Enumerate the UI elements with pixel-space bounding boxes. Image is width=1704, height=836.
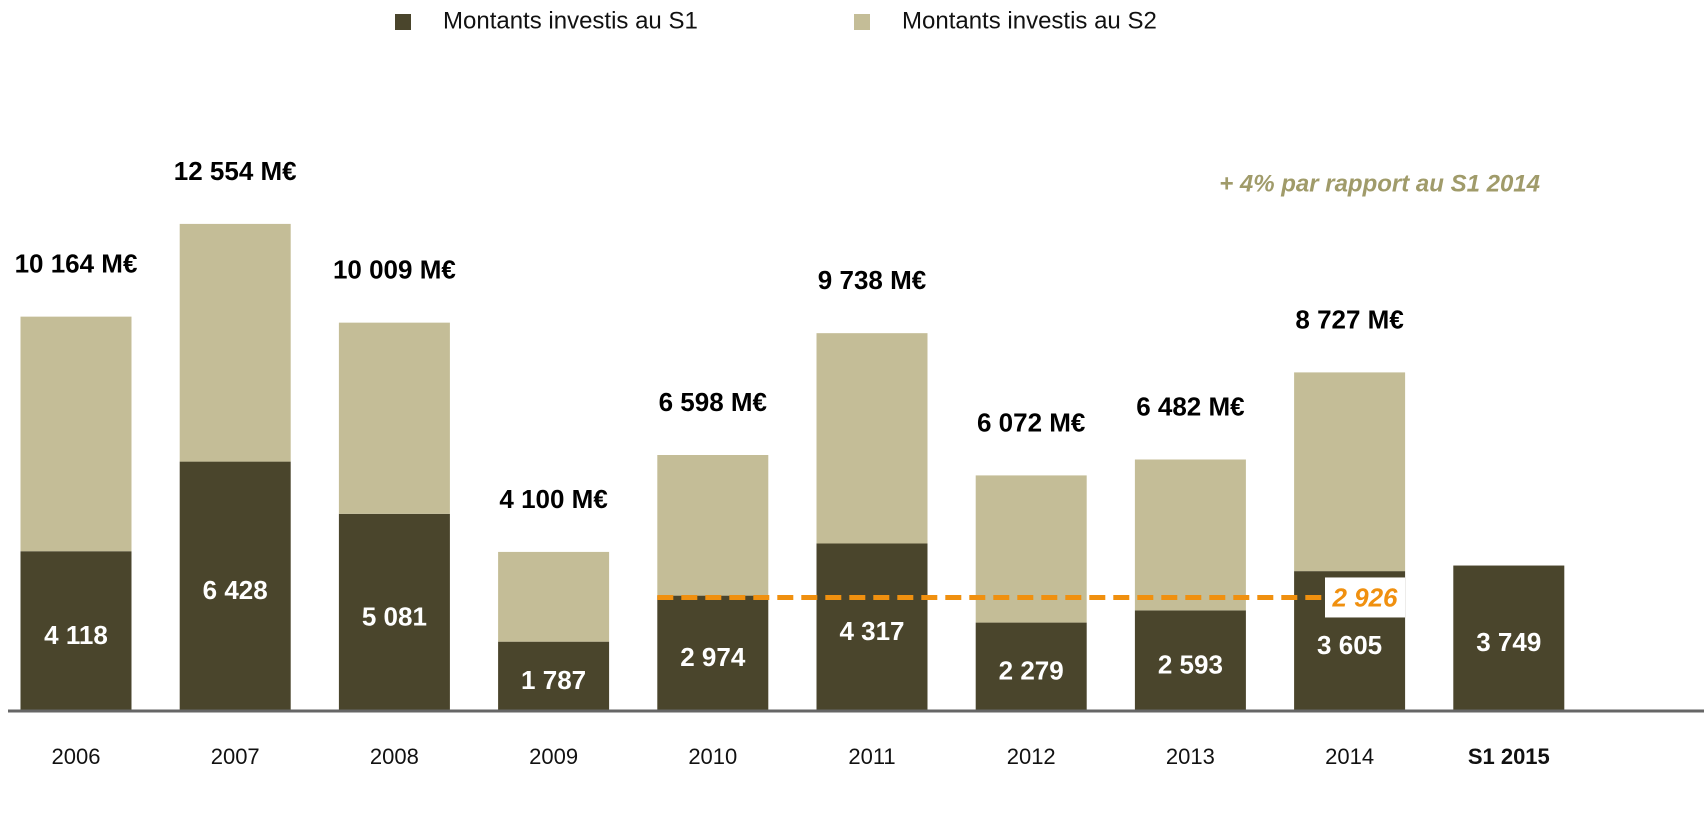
bar-segment (20, 316, 132, 552)
annotation: + 4% par rapport au S1 2014 (1219, 170, 1540, 197)
legend-swatch (854, 14, 870, 30)
reference-label-box (1325, 577, 1405, 618)
value-label: 2 279 (999, 656, 1064, 686)
x-tick-label: 2008 (370, 744, 419, 769)
value-label: 4 317 (839, 616, 904, 646)
total-label: 4 100 M€ (499, 484, 607, 514)
x-tick-label: 2011 (848, 744, 895, 769)
legend-label: Montants investis au S1 (443, 7, 698, 34)
x-tick-label: 2006 (52, 744, 101, 769)
total-label: 10 009 M€ (333, 255, 456, 285)
total-label: 9 738 M€ (818, 265, 926, 295)
total-label: 10 164 M€ (15, 249, 138, 279)
value-label: 2 593 (1158, 650, 1223, 680)
x-tick-label: 2007 (211, 744, 260, 769)
bar-segment (816, 333, 928, 544)
bar-segment (657, 454, 769, 596)
bar-segment (657, 595, 769, 711)
reference-label: 2 926 (1331, 582, 1398, 612)
value-label: 3 749 (1476, 627, 1541, 657)
total-label: 6 482 M€ (1136, 391, 1244, 421)
value-label: 4 118 (44, 620, 108, 650)
legend-swatch (395, 14, 411, 30)
x-tick-label: 2014 (1325, 744, 1374, 769)
bar-segment (816, 543, 928, 711)
legend-label: Montants investis au S2 (902, 7, 1157, 34)
x-tick-label: 2013 (1166, 744, 1215, 769)
bar-segment (20, 551, 132, 711)
total-label: 8 727 M€ (1295, 304, 1403, 334)
bar-segment (498, 551, 610, 642)
bar-segment (975, 475, 1087, 623)
total-label: 6 072 M€ (977, 407, 1085, 437)
bar-segment (1134, 610, 1246, 711)
value-label: 5 081 (362, 601, 427, 631)
bar-segment (975, 622, 1087, 711)
value-label: 6 428 (203, 575, 268, 605)
bar-segment (1294, 372, 1406, 572)
bar-segment (338, 513, 450, 711)
x-tick-label: 2012 (1007, 744, 1056, 769)
total-label: 12 554 M€ (174, 156, 297, 186)
bar-segment (1134, 459, 1246, 611)
bar-segment (1453, 565, 1565, 711)
total-label: 6 598 M€ (659, 387, 767, 417)
value-label: 1 787 (521, 665, 586, 695)
value-label: 3 605 (1317, 630, 1382, 660)
bar-segment (179, 223, 291, 462)
x-tick-label: 2010 (688, 744, 737, 769)
bar-segment (338, 322, 450, 514)
x-tick-label: S1 2015 (1468, 744, 1550, 769)
bar-segment (179, 461, 291, 711)
value-label: 2 974 (680, 642, 746, 672)
x-tick-label: 2009 (529, 744, 578, 769)
bar-segment (498, 641, 610, 711)
